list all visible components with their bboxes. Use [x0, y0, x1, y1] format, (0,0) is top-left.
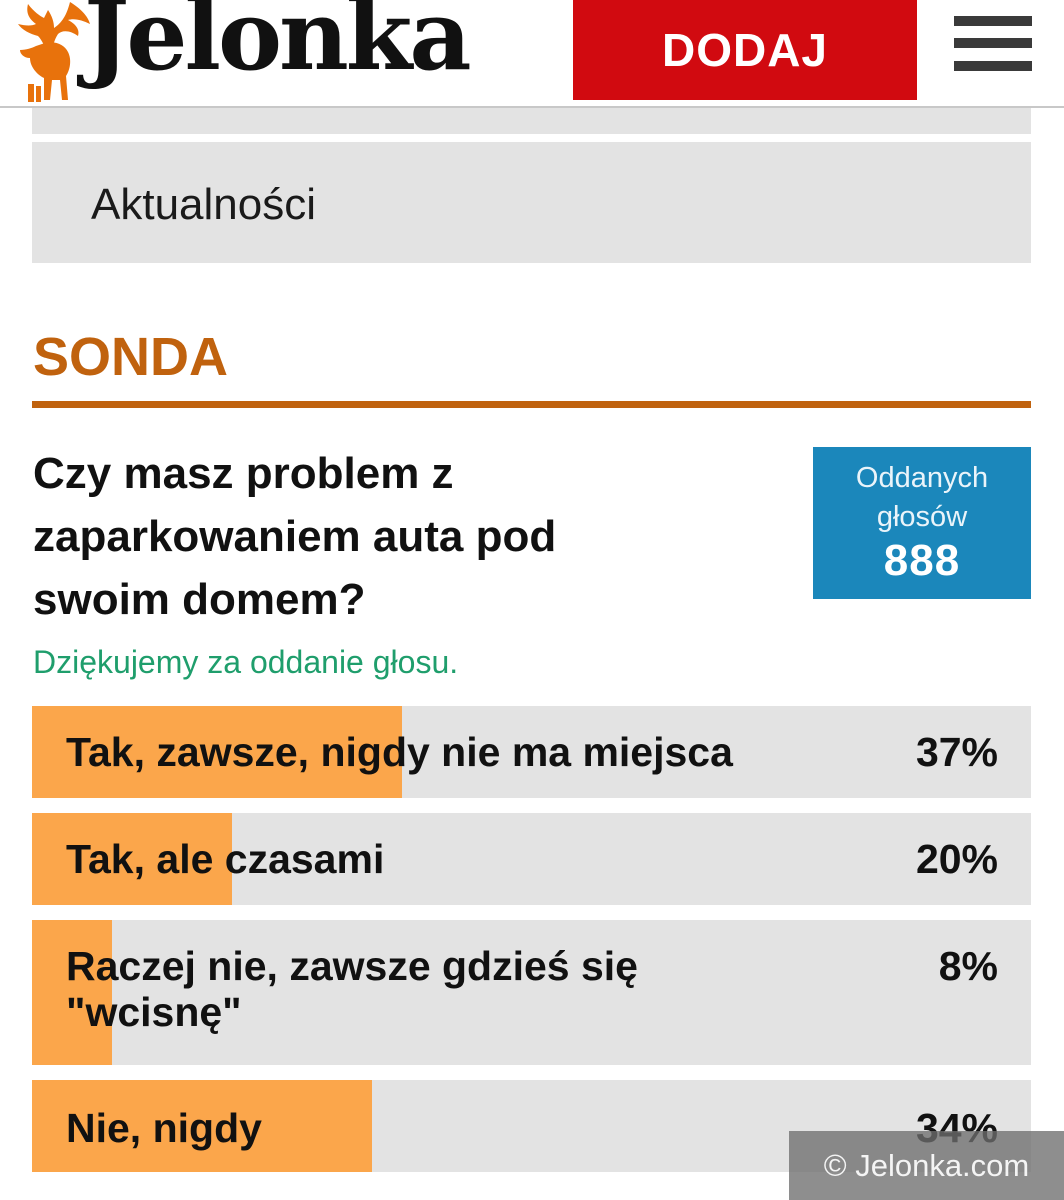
poll-answer-label: Nie, nigdy — [66, 1105, 262, 1151]
section-title: SONDA — [33, 327, 229, 387]
votes-count: 888 — [883, 536, 961, 585]
add-button[interactable]: DODAJ — [573, 0, 917, 100]
poll-answer-label: Tak, zawsze, nigdy nie ma miejsca — [66, 729, 733, 775]
poll-answer-bar — [32, 920, 112, 1065]
poll-answer-bar — [32, 1080, 372, 1172]
poll-answer-percent: 37% — [915, 729, 998, 775]
poll-answer-percent: 20% — [915, 836, 998, 882]
poll-answer: Raczej nie, zawsze gdzieś się "wcisnę" 8… — [32, 920, 1031, 1065]
poll-answer-bar — [32, 706, 402, 798]
poll-answer-percent: 8% — [938, 943, 998, 989]
poll-answer: Tak, ale czasami 20% — [32, 813, 1031, 905]
menu-item-label: Aktualności — [91, 180, 317, 229]
poll-answer-bar — [32, 813, 232, 905]
section-divider — [32, 401, 1031, 408]
menu-item-news[interactable]: Aktualności — [32, 142, 1031, 263]
thanks-message: Dziękujemy za oddanie głosu. — [33, 644, 459, 680]
site-header: Jelonka DODAJ — [0, 0, 1064, 108]
poll-answer-label: Tak, ale czasami — [66, 836, 385, 882]
site-logo-text[interactable]: Jelonka — [84, 0, 472, 92]
deer-logo-icon[interactable] — [8, 0, 92, 102]
menu-item-previous[interactable] — [32, 108, 1031, 134]
poll-answer-label: Raczej nie, zawsze gdzieś się "wcisnę" — [66, 943, 638, 1035]
copyright-watermark: © Jelonka.com — [789, 1131, 1064, 1200]
hamburger-menu-icon[interactable] — [954, 14, 1032, 74]
votes-counter: Oddanych głosów 888 — [813, 447, 1031, 599]
poll-question: Czy masz problem z zaparkowaniem auta po… — [33, 449, 557, 624]
poll-answer: Tak, zawsze, nigdy nie ma miejsca 37% — [32, 706, 1031, 798]
votes-label: Oddanych głosów — [855, 462, 989, 533]
